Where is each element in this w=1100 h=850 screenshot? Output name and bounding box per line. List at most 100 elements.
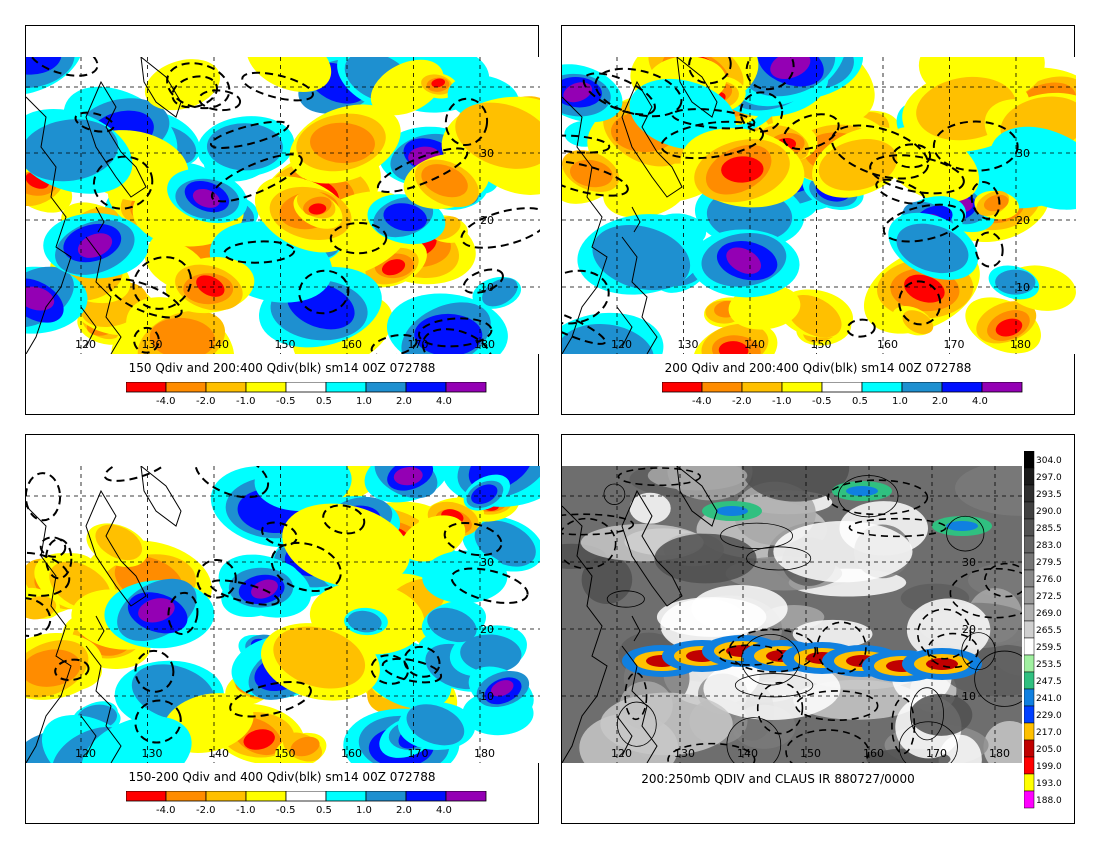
colorbar-swatch <box>325 382 367 393</box>
colorbar-label: 1.0 <box>356 805 372 815</box>
colorbar-swatch <box>405 382 447 393</box>
ir-colorbar-label: 297.0 <box>1036 473 1062 483</box>
coastline <box>26 466 182 763</box>
colorbar-label: -0.5 <box>812 396 832 406</box>
ir-colorbar-label: 283.0 <box>1036 541 1062 551</box>
ir-colorbar-swatch <box>1024 552 1035 571</box>
map-200-qdiv: 120 130 140 150 160 170 180 10 20 30 <box>562 57 1076 354</box>
colorbar-swatch <box>285 791 327 802</box>
colorbar-label: -2.0 <box>732 396 752 406</box>
colorbar-label: -4.0 <box>692 396 712 406</box>
ir-colorbar-swatch <box>1024 722 1035 741</box>
ir-colorbar-swatch <box>1024 501 1035 520</box>
ir-colorbar-label: 241.0 <box>1036 694 1062 704</box>
map-claus-ir: 120 130 140 150 160 170 180 10 20 30 <box>562 466 1022 763</box>
colorbar-swatch <box>126 382 167 393</box>
colorbar-label: -0.5 <box>276 805 296 815</box>
colorbar: -4.0 -2.0 -1.0 -0.5 0.5 1.0 2.0 4.0 <box>662 382 1023 406</box>
ir-colorbar-label: 193.0 <box>1036 779 1062 789</box>
lon-tick-label: 180 <box>474 338 495 351</box>
ir-colorbar-label: 205.0 <box>1036 745 1062 755</box>
lon-tick-label: 120 <box>75 338 96 351</box>
ir-colorbar-label: 269.0 <box>1036 609 1062 619</box>
colorbar-swatch <box>325 791 367 802</box>
lat-tick-label: 10 <box>480 690 494 703</box>
lat-tick-label: 30 <box>1016 147 1030 160</box>
lon-tick-label: 150 <box>275 747 296 760</box>
panel-caption: 150-200 Qdiv and 400 Qdiv(blk) sm14 00Z … <box>128 770 436 784</box>
ir-colorbar-swatch <box>1024 756 1035 775</box>
colorbar-label: 1.0 <box>892 396 908 406</box>
colorbar-swatch <box>981 382 1023 393</box>
colorbar-label: -1.0 <box>772 396 792 406</box>
colorbar-swatch <box>662 382 703 393</box>
colorbar-swatch <box>861 382 903 393</box>
ir-colorbar-swatch <box>1024 535 1035 554</box>
colorbar-label: 4.0 <box>972 396 988 406</box>
lon-tick-label: 170 <box>408 338 429 351</box>
ir-colorbar-label: 247.5 <box>1036 677 1062 687</box>
lon-tick-label: 120 <box>611 747 632 760</box>
colorbar-label: -0.5 <box>276 396 296 406</box>
ir-colorbar-swatch <box>1024 484 1035 503</box>
lon-tick-label: 140 <box>208 338 229 351</box>
ir-colorbar-label: 304.0 <box>1036 456 1062 466</box>
ir-field <box>562 466 1022 763</box>
colorbar: -4.0 -2.0 -1.0 -0.5 0.5 1.0 2.0 4.0 <box>126 382 487 406</box>
coastline <box>26 57 182 354</box>
lon-tick-label: 160 <box>877 338 898 351</box>
ir-colorbar-swatch <box>1024 654 1035 673</box>
qdiv-field <box>562 57 1076 354</box>
ir-colorbar-label: 217.0 <box>1036 728 1062 738</box>
lon-tick-label: 140 <box>744 338 765 351</box>
lat-tick-label: 10 <box>962 690 976 703</box>
lon-tick-label: 180 <box>989 747 1010 760</box>
lat-tick-label: 20 <box>480 623 494 636</box>
ir-colorbar-swatch <box>1024 467 1035 486</box>
ir-colorbar-label: 285.5 <box>1036 524 1062 534</box>
lat-tick-label: 10 <box>1016 281 1030 294</box>
colorbar-swatch <box>445 791 487 802</box>
panel-caption: 200 Qdiv and 200:400 Qdiv(blk) sm14 00Z … <box>664 361 972 375</box>
ir-colorbar-label: 265.5 <box>1036 626 1062 636</box>
colorbar-label: 2.0 <box>396 396 412 406</box>
colorbar-label: 4.0 <box>436 396 452 406</box>
ir-colorbar-swatch <box>1024 790 1035 809</box>
lat-tick-label: 30 <box>480 556 494 569</box>
ir-colorbar-label: 229.0 <box>1036 711 1062 721</box>
lon-tick-label: 120 <box>75 747 96 760</box>
ir-colorbar-swatch <box>1024 518 1035 537</box>
lon-tick-label: 130 <box>674 747 695 760</box>
ir-colorbar-label: 253.5 <box>1036 660 1062 670</box>
colorbar-swatch <box>126 791 167 802</box>
lon-tick-label: 170 <box>926 747 947 760</box>
ir-colorbar-label: 188.0 <box>1036 796 1062 806</box>
lon-tick-label: 150 <box>811 338 832 351</box>
lat-tick-label: 30 <box>480 147 494 160</box>
ir-colorbar-label: 293.5 <box>1036 490 1062 500</box>
colorbar-swatch <box>205 382 247 393</box>
colorbar-swatch <box>405 791 447 802</box>
colorbar-label: 0.5 <box>852 396 868 406</box>
ir-colorbar-swatch <box>1024 569 1035 588</box>
lon-tick-label: 150 <box>275 338 296 351</box>
map-150-qdiv: 120 130 140 150 160 170 180 10 20 30 <box>26 57 540 354</box>
panel-150-200-qdiv: 120 130 140 150 160 170 180 10 20 30 150-200 Qdiv… <box>25 434 540 824</box>
qdiv-contours <box>562 467 1022 763</box>
colorbar-swatch <box>445 382 487 393</box>
lon-tick-label: 180 <box>474 747 495 760</box>
colorbar-label: 2.0 <box>396 805 412 815</box>
ir-colorbar-label: 259.5 <box>1036 643 1062 653</box>
colorbar-swatch <box>285 382 327 393</box>
map-150-200-qdiv: 120 130 140 150 160 170 180 10 20 30 <box>26 466 540 763</box>
colorbar-label: 2.0 <box>932 396 948 406</box>
ir-colorbar-swatch <box>1024 586 1035 605</box>
colorbar-swatch <box>205 791 247 802</box>
ir-colorbar-swatch <box>1024 620 1035 639</box>
ir-colorbar-swatch <box>1024 705 1035 724</box>
lon-tick-label: 170 <box>944 338 965 351</box>
lat-tick-label: 20 <box>1016 214 1030 227</box>
qdiv-field <box>26 57 540 354</box>
panel-caption: 150 Qdiv and 200:400 Qdiv(blk) sm14 00Z … <box>128 361 436 375</box>
panel-caption: 200:250mb QDIV and CLAUS IR 880727/0000 <box>641 772 915 786</box>
